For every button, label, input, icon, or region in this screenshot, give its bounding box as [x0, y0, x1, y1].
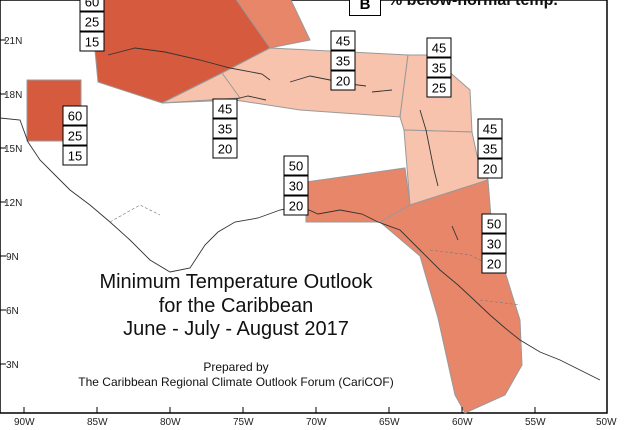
lat-label: 3N	[6, 360, 19, 371]
probability-value: 60	[85, 0, 99, 10]
probability-value: 35	[483, 142, 497, 157]
probability-cell	[283, 195, 309, 216]
probability-value: 25	[68, 129, 82, 144]
region-jamaica	[161, 72, 241, 104]
lon-label: 70W	[306, 417, 327, 428]
probability-value: 15	[68, 149, 82, 164]
probability-cell	[330, 50, 356, 71]
probability-cell	[283, 155, 309, 176]
probability-value: 20	[336, 74, 350, 89]
probability-cell	[79, 31, 105, 52]
probability-value: 35	[218, 122, 232, 137]
probability-cell	[426, 57, 452, 78]
probability-cell	[62, 125, 88, 146]
credit-line2: The Caribbean Regional Climate Outlook F…	[78, 375, 394, 389]
lat-label: 12N	[4, 198, 22, 209]
probability-value: 50	[487, 217, 501, 232]
lat-label: 15N	[4, 144, 22, 155]
probability-value: 20	[289, 199, 303, 214]
probability-value: 20	[218, 142, 232, 157]
region-turks	[235, 0, 311, 49]
lon-label: 75W	[233, 417, 254, 428]
probability-cell	[212, 118, 238, 139]
probability-value: 50	[289, 159, 303, 174]
lat-label: 18N	[4, 90, 22, 101]
probability-value: 45	[483, 122, 497, 137]
probability-value: 60	[68, 109, 82, 124]
lon-label: 60W	[452, 417, 473, 428]
probability-cell	[481, 253, 507, 274]
lon-label: 90W	[14, 417, 35, 428]
probability-cell	[477, 158, 503, 179]
probability-value: 35	[432, 61, 446, 76]
probability-cell	[62, 145, 88, 166]
probability-cell	[426, 77, 452, 98]
probability-box-jamaica: 45 35 20	[212, 98, 238, 159]
probability-cell	[330, 30, 356, 51]
probability-box-belize: 60 25 15	[62, 105, 88, 166]
lon-label: 80W	[160, 417, 181, 428]
probability-box-abc-islands: 50 30 20	[283, 155, 309, 216]
probability-value: 30	[487, 237, 501, 252]
probability-cell	[79, 11, 105, 32]
probability-value: 20	[483, 162, 497, 177]
probability-value: 20	[487, 257, 501, 272]
probability-value: 15	[85, 35, 99, 50]
lon-label: 65W	[379, 417, 400, 428]
probability-cell	[477, 118, 503, 139]
probability-cell	[477, 138, 503, 159]
probability-value: 35	[336, 54, 350, 69]
latitude-axis: 21N 18N 15N 12N 9N 6N 3N	[0, 36, 22, 371]
probability-boxes: 60 25 15 60 25 15 45 35 20 45 35 20 45 35 25 45 35 20 50 30…	[62, 0, 507, 274]
map-title-line3: June - July - August 2017	[123, 318, 349, 340]
legend-key-box: B	[349, 0, 381, 16]
probability-cell	[212, 98, 238, 119]
lon-label: 50W	[596, 417, 617, 428]
probability-cell	[481, 233, 507, 254]
probability-cell	[62, 105, 88, 126]
probability-cell	[79, 0, 105, 12]
probability-cell	[212, 138, 238, 159]
probability-value: 30	[289, 179, 303, 194]
probability-value: 25	[432, 81, 446, 96]
map-title-line1: Minimum Temperature Outlook	[99, 271, 373, 293]
lon-label: 55W	[525, 417, 546, 428]
lat-label: 21N	[4, 36, 22, 47]
probability-value: 45	[218, 102, 232, 117]
credit-line1: Prepared by	[203, 360, 269, 374]
probability-box-guianas: 50 30 20	[481, 213, 507, 274]
legend-label: % below-normal temp.	[388, 0, 558, 9]
probability-cell	[283, 175, 309, 196]
probability-box-leeward-north: 45 35 25	[426, 37, 452, 98]
probability-cell	[481, 213, 507, 234]
probability-box-bahamas-cuba: 60 25 15	[79, 0, 105, 52]
probability-value: 25	[85, 15, 99, 30]
longitude-axis: 90W 85W 80W 75W 70W 65W 60W 55W 50W	[14, 407, 617, 428]
lat-label: 9N	[6, 252, 19, 263]
probability-value: 45	[432, 41, 446, 56]
probability-box-greater-antilles: 45 35 20	[330, 30, 356, 91]
lon-label: 85W	[87, 417, 108, 428]
probability-box-leeward-south: 45 35 20	[477, 118, 503, 179]
map-title-line2: for the Caribbean	[158, 295, 314, 317]
lat-label: 6N	[6, 306, 19, 317]
probability-cell	[330, 70, 356, 91]
probability-value: 45	[336, 34, 350, 49]
probability-cell	[426, 37, 452, 58]
